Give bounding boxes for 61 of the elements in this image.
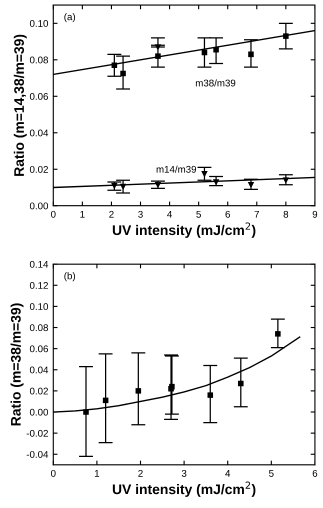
point [120,70,126,76]
y-tick-label: 0.08 [30,324,48,332]
x-tick-label: 5 [269,470,274,477]
y-tick-label: 0.02 [30,166,48,173]
x-tick-label: 7 [254,210,259,218]
point [169,384,175,390]
x-tick-label: 0 [50,470,56,477]
x-tick-label: 3 [138,210,143,218]
annotation: m14/m39 [156,166,196,173]
y-axis-title: Ratio (m=14,38/m=39) [14,34,27,176]
y-tick-label: 0.00 [30,408,48,416]
annotation: m38/m39 [196,79,236,86]
x-tick-label: 2 [138,470,143,477]
point [202,171,208,177]
y-tick-label: 0.02 [30,388,48,395]
x-tick-label: 8 [284,210,288,218]
y-tick-label: 0.10 [30,20,48,27]
x-tick-label: 0 [50,210,56,218]
x-tick-label: 3 [182,470,186,477]
x-tick-label: 4 [225,470,230,477]
point [248,182,254,188]
x-tick-label: 9 [312,210,318,218]
annotation: (b) [64,272,76,282]
annotation: (a) [64,13,76,22]
y-tick-label: 0.10 [30,303,48,310]
point [248,52,254,58]
point [155,44,161,50]
point [202,50,208,56]
y-tick-label: 0.08 [30,56,48,64]
y-tick-label: 0.06 [30,345,48,352]
y-tick-label: -0.04 [26,450,48,458]
x-tick-label: 6 [226,210,230,218]
point [275,331,281,337]
y-tick-label: 0.04 [30,130,48,136]
point [120,184,126,190]
y-tick-label: -0.02 [26,430,48,437]
y-tick-label: 0.12 [30,282,48,289]
point [283,33,289,39]
x-tick-label: 6 [312,470,318,477]
y-tick-label: 0.00 [30,202,48,210]
x-tick-label: 1 [94,470,100,477]
point [213,179,219,185]
point [155,53,161,59]
x-axis-title: UV intensity (mJ/cm$^{2}$) [112,482,256,497]
y-axis-title: Ratio (m=38/m=39) [10,303,24,426]
point [207,392,214,398]
point [213,46,219,53]
x-axis-title: UV intensity (mJ/cm$^{2}$) [112,222,256,238]
y-tick-label: 0.14 [30,260,48,268]
point [102,398,108,404]
x-tick-label: 2 [109,210,114,218]
y-tick-label: 0.04 [30,366,48,374]
point [238,380,244,386]
point [283,177,289,183]
point [83,409,89,415]
x-tick-label: 4 [167,210,172,218]
y-tick-label: 0.06 [30,93,48,100]
point [136,388,142,394]
point [112,62,118,68]
x-tick-label: 1 [80,210,85,218]
x-tick-label: 5 [196,210,201,218]
